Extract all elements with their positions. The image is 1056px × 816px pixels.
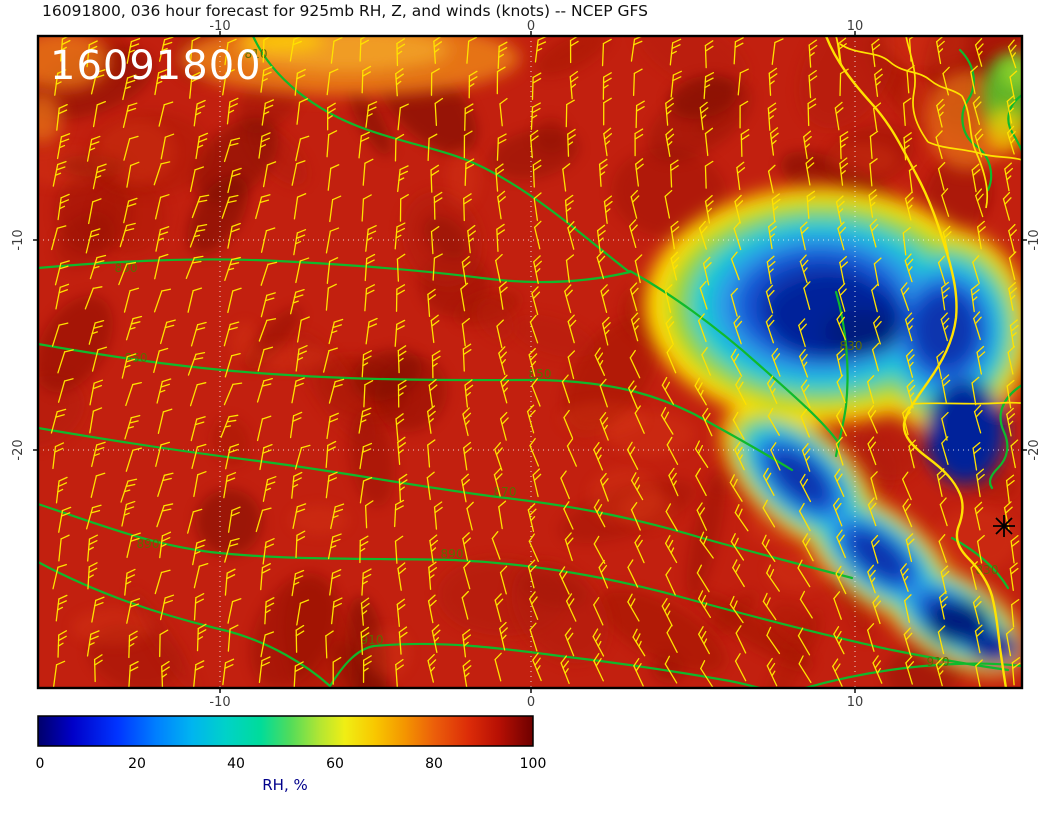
height-contour-label: 910 [361, 633, 384, 647]
height-contour-label: 850 [125, 351, 148, 365]
y-tick-left-2: -20 [11, 439, 26, 460]
height-contour-label: 890 [137, 537, 160, 551]
x-tick-top-2: 0 [527, 19, 535, 34]
height-contour-label: 830 [840, 339, 863, 353]
colorbar-tick-20: 20 [128, 756, 146, 772]
y-tick-left-1: -10 [11, 229, 26, 250]
colorbar-tick-60: 60 [326, 756, 344, 772]
height-contour-label: 870 [494, 485, 517, 499]
x-tick-bottom-2: 0 [527, 695, 535, 710]
colorbar-tick-100: 100 [520, 756, 547, 772]
y-tick-right-1: -10 [1027, 229, 1042, 250]
colorbar-tick-80: 80 [425, 756, 443, 772]
axis-ticks [33, 31, 1027, 693]
colorbar-title: RH, % [262, 776, 308, 794]
rh-shading [38, 36, 1022, 688]
y-tick-right-2: -20 [1027, 439, 1042, 460]
colorbar-tick-40: 40 [227, 756, 245, 772]
x-tick-top-3: 10 [847, 19, 864, 34]
station-marker-icon [993, 515, 1015, 537]
wind-barbs [50, 36, 1021, 688]
height-contour-label: 830 [115, 261, 138, 275]
init-time-stamp: 16091800 [50, 43, 262, 89]
forecast-map: 810830850850870890890910830830910 160918… [11, 19, 1042, 710]
colorbar-gradient [37, 715, 534, 747]
x-tick-top-1: -10 [209, 19, 230, 34]
height-contour-label: 890 [441, 547, 464, 561]
colorbar-tick-0: 0 [36, 756, 45, 772]
chart-title: 16091800, 036 hour forecast for 925mb RH… [42, 2, 649, 20]
x-tick-bottom-1: -10 [209, 695, 230, 710]
x-tick-bottom-3: 10 [847, 695, 864, 710]
map-frame [36, 34, 1024, 690]
colorbar: 0 20 40 60 80 100 RH, % [36, 715, 547, 794]
height-contour-label: 810 [245, 47, 268, 61]
height-contour-label: 850 [529, 367, 552, 381]
